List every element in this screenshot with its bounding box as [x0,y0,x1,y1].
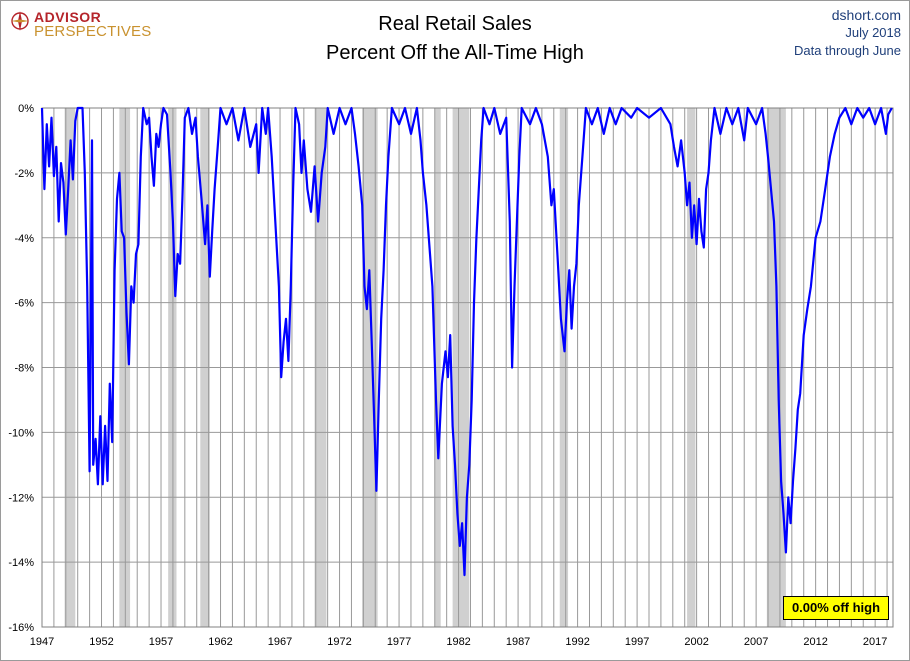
chart-title: Real Retail Sales [378,13,532,35]
advisor-perspectives-logo: ADVISOR PERSPECTIVES [10,8,152,42]
source-label: dshort.com [831,7,901,23]
x-tick-label: 1977 [387,636,411,648]
plot-border [41,107,894,628]
x-tick-label: 1997 [625,636,649,648]
x-tick-label: 1992 [565,636,589,648]
x-tick-label: 1967 [268,636,292,648]
series-line [40,106,893,577]
current-value-badge: 0.00% off high [783,596,889,620]
x-tick-label: 2017 [863,636,887,648]
x-tick-label: 2012 [803,636,827,648]
y-tick-label: -4% [14,233,34,245]
y-tick-label: -16% [8,622,34,634]
logo-text-bottom: PERSPECTIVES [34,23,152,40]
y-tick-label: -6% [14,298,34,310]
y-tick-label: -12% [8,492,34,504]
y-tick-label: -14% [8,557,34,569]
x-tick-label: 2002 [684,636,708,648]
x-tick-label: 1952 [89,636,113,648]
x-tick-label: 1972 [327,636,351,648]
y-tick-label: -10% [8,427,34,439]
series-layer [40,106,893,577]
y-tick-label: 0% [18,103,34,115]
compass-icon [11,11,29,31]
chart-subtitle: Percent Off the All-Time High [326,42,584,64]
x-tick-label: 1957 [149,636,173,648]
data-note-label: Data through June [794,43,901,58]
y-tick-label: -2% [14,168,34,180]
x-axis-ticks: 1947 1952 1957 1962 1967 1972 1977 1982 1987 1992… [30,636,888,648]
date-label: July 2018 [845,25,901,40]
gridlines [41,107,894,628]
x-tick-label: 1987 [506,636,530,648]
y-axis-ticks: 0% -2% -4% -6% -8% -10% -12% -14% -16% [8,103,34,634]
logo-text-top: ADVISOR [34,9,102,25]
x-tick-label: 1962 [208,636,232,648]
y-tick-label: -8% [14,363,34,375]
x-tick-label: 1947 [30,636,54,648]
x-tick-label: 2007 [744,636,768,648]
x-tick-label: 1982 [446,636,470,648]
